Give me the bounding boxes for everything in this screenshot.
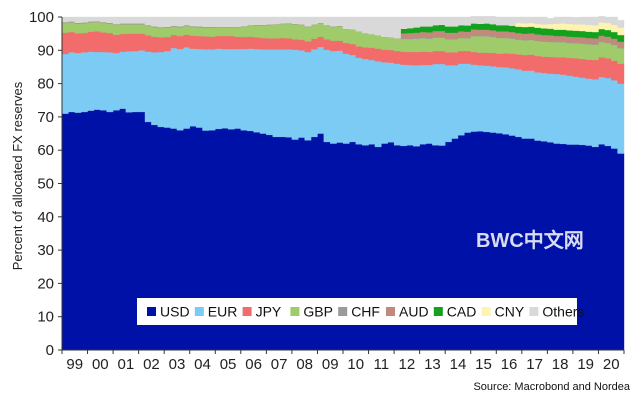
y-tick-label: 70 bbox=[37, 109, 54, 126]
x-tick-label: 17 bbox=[526, 356, 543, 373]
legend-swatch-aud bbox=[386, 307, 395, 316]
y-tick-label: 100 bbox=[29, 9, 54, 26]
stacked-area-layer bbox=[61, 16, 625, 351]
x-tick-label: 16 bbox=[501, 356, 518, 373]
legend-swatch-usd bbox=[147, 307, 156, 316]
y-axis-label: Percent of allocated FX reserves bbox=[10, 81, 25, 270]
x-tick-label: 04 bbox=[194, 356, 211, 373]
legend-swatch-eur bbox=[194, 307, 204, 316]
legend-swatch-chf bbox=[338, 307, 348, 316]
legend-label-eur: EUR bbox=[208, 304, 238, 320]
source-note: Source: Macrobond and Nordea bbox=[473, 381, 630, 393]
legend-swatch-cny bbox=[481, 307, 491, 316]
axes-layer: 0 10 20 30 40 50 60 70 80 90 100 99 00 01 02 03 04 05 06 07… bbox=[29, 9, 625, 373]
y-tick-label: 80 bbox=[37, 76, 54, 93]
y-tick-label: 10 bbox=[37, 309, 54, 326]
legend-label-cad: CAD bbox=[447, 304, 477, 320]
watermark: BWC中文网 bbox=[476, 228, 584, 252]
legend-swatch-jpy bbox=[242, 307, 252, 316]
y-tick-label: 60 bbox=[37, 142, 54, 159]
x-tick-label: 11 bbox=[374, 356, 390, 373]
x-tick-label: 12 bbox=[399, 356, 416, 373]
legend-label-chf: CHF bbox=[351, 304, 380, 320]
legend-swatch-others bbox=[529, 307, 539, 316]
x-tick-label: 00 bbox=[92, 356, 109, 373]
x-tick-label: 15 bbox=[475, 356, 492, 373]
x-tick-label: 05 bbox=[220, 356, 237, 373]
y-tick-label: 20 bbox=[37, 275, 54, 292]
x-tick-label: 14 bbox=[450, 356, 467, 373]
x-tick-label: 08 bbox=[296, 356, 313, 373]
legend-label-usd: USD bbox=[160, 304, 190, 320]
y-tick-label: 90 bbox=[37, 42, 54, 59]
legend-box bbox=[137, 298, 577, 325]
x-tick-label: 99 bbox=[66, 356, 83, 373]
x-tick-label: 13 bbox=[424, 356, 441, 373]
x-tick-label: 09 bbox=[322, 356, 339, 373]
x-tick-label: 20 bbox=[603, 356, 620, 373]
legend-swatch-gbp bbox=[290, 307, 300, 316]
y-tick-label: 50 bbox=[37, 176, 54, 193]
x-tick-label: 18 bbox=[552, 356, 569, 373]
x-tick-label: 10 bbox=[347, 356, 364, 373]
x-tick-label: 01 bbox=[118, 356, 135, 373]
legend-label-gbp: GBP bbox=[303, 304, 333, 320]
x-tick-label: 02 bbox=[143, 356, 160, 373]
legend-swatch-cad bbox=[433, 307, 443, 316]
legend-label-jpy: JPY bbox=[256, 304, 282, 320]
series-area-others bbox=[61, 16, 625, 39]
legend-label-cny: CNY bbox=[495, 304, 525, 320]
y-tick-label: 30 bbox=[37, 242, 54, 259]
y-tick-label: 0 bbox=[46, 342, 54, 359]
x-tick-label: 07 bbox=[271, 356, 288, 373]
legend-label-others: Others bbox=[542, 304, 584, 320]
legend-label-aud: AUD bbox=[399, 304, 429, 320]
legend: USD EUR JPY GBP CHF AUD CAD CNY Others bbox=[137, 298, 584, 325]
x-tick-label: 06 bbox=[245, 356, 262, 373]
x-tick-label: 19 bbox=[577, 356, 594, 373]
y-tick-label: 40 bbox=[37, 209, 54, 226]
x-tick-label: 03 bbox=[169, 356, 186, 373]
